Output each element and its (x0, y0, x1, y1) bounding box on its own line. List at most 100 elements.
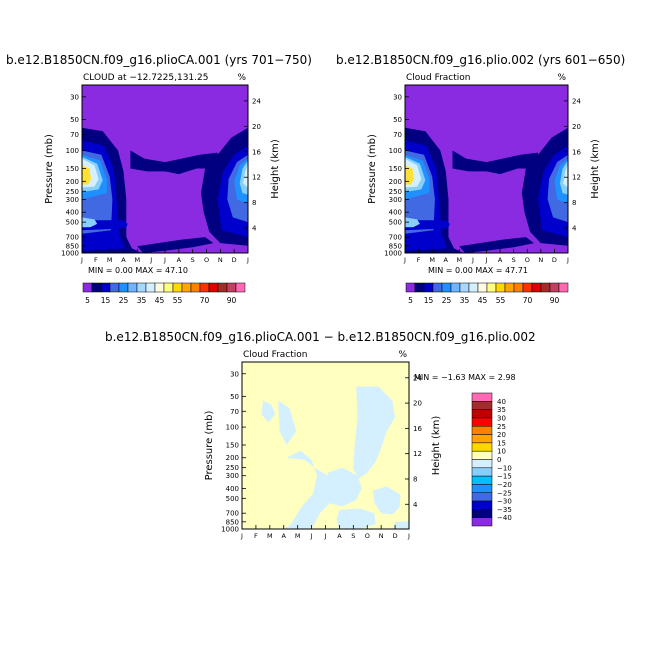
panel-title: b.e12.B1850CN.f09_g16.plioCA.001 − b.e12… (105, 330, 536, 344)
colorbar-label: 5 (408, 296, 413, 305)
colorbar-swatch (471, 509, 493, 518)
colorbar-swatch (471, 409, 493, 419)
colorbar-swatch (82, 282, 93, 293)
colorbar-swatch (471, 426, 493, 435)
pressure-tick-label: 30 (230, 370, 239, 378)
colorbar-swatch (136, 282, 147, 293)
month-tick-label: J (246, 256, 249, 264)
colorbar-label: 15 (497, 439, 506, 447)
colorbar-swatch (118, 282, 129, 293)
contour-fill (239, 160, 248, 195)
pressure-tick-label: 70 (70, 131, 79, 139)
colorbar-swatch (471, 517, 493, 527)
colorbar-label: 45 (155, 296, 165, 305)
height-tick-label: 20 (572, 123, 581, 131)
panel-1-field (82, 85, 248, 253)
month-tick-label: J (403, 256, 406, 264)
colorbar-label: −30 (497, 498, 512, 506)
month-tick-label: F (417, 256, 421, 264)
colorbar-label: 55 (173, 296, 183, 305)
colorbar-swatch (558, 282, 569, 293)
colorbar-swatch (471, 450, 493, 460)
month-tick-label: F (94, 256, 98, 264)
month-tick-label: M (135, 256, 141, 264)
colorbar-swatch (471, 492, 493, 502)
month-tick-label: J (324, 532, 327, 540)
colorbar-label: 70 (523, 296, 533, 305)
contour-fill (278, 400, 297, 445)
pressure-axis-label: Pressure (mb) (204, 411, 215, 481)
min-max-stats: MIN = 0.00 MAX = 47.10 (88, 266, 188, 275)
height-axis-label: Height (km) (270, 139, 281, 199)
colorbar-label: 25 (442, 296, 452, 305)
month-tick-label: O (525, 256, 530, 264)
pressure-tick-label: 70 (230, 408, 239, 416)
pressure-tick-label: 200 (66, 178, 79, 186)
colorbar-label: 90 (550, 296, 560, 305)
pressure-tick-label: 700 (389, 234, 402, 242)
month-tick-label: J (310, 532, 313, 540)
colorbar-swatch (181, 282, 192, 293)
panel-3-axes: 3050701001502002503004005007008501000242… (105, 330, 536, 540)
month-tick-label: N (538, 256, 543, 264)
pressure-tick-label: 400 (389, 209, 402, 217)
colorbar-swatch (432, 282, 443, 293)
colorbar-swatch (471, 500, 493, 510)
month-tick-label: A (444, 256, 449, 264)
colorbar-label: 90 (227, 296, 237, 305)
pressure-tick-label: 300 (226, 472, 239, 480)
pressure-tick-label: 700 (226, 510, 239, 518)
colorbar-swatch (163, 282, 174, 293)
height-tick-label: 12 (572, 174, 581, 182)
month-tick-label: J (240, 532, 243, 540)
contour-fill (559, 160, 568, 195)
month-tick-label: J (485, 256, 488, 264)
month-tick-label: O (204, 256, 209, 264)
colorbar-swatch (471, 392, 493, 402)
colorbar-label: 70 (200, 296, 210, 305)
pressure-tick-label: 70 (393, 131, 402, 139)
colorbar-swatch (471, 459, 493, 469)
colorbar-swatch (441, 282, 452, 293)
panel-1-colorbar: 5 15 25 35 45 55 70 90 (82, 282, 246, 305)
contour-fill (405, 217, 420, 228)
pressure-tick-label: 250 (226, 464, 239, 472)
contour-fill (137, 237, 214, 253)
colorbar-swatch (471, 467, 493, 477)
pressure-tick-label: 500 (66, 219, 79, 227)
colorbar-label: −10 (497, 464, 512, 472)
contour-fill (393, 521, 409, 529)
panel-subtitle: CLOUD at −12.7225,131.25 (83, 73, 208, 83)
month-tick-label: N (379, 532, 384, 540)
units-label: % (557, 73, 566, 83)
colorbar-label: 30 (497, 414, 506, 422)
height-tick-label: 16 (413, 425, 422, 433)
month-tick-label: M (107, 256, 113, 264)
colorbar-swatch (477, 282, 488, 293)
colorbar-swatch (471, 484, 493, 493)
pressure-tick-label: 1000 (384, 250, 402, 258)
month-tick-label: A (177, 256, 182, 264)
colorbar-label: 55 (496, 296, 506, 305)
colorbar-swatch (414, 282, 425, 293)
contour-fill (563, 163, 568, 188)
height-tick-label: 4 (413, 501, 418, 509)
contour-fill (336, 508, 376, 529)
month-tick-label: S (351, 532, 355, 540)
pressure-tick-label: 1000 (221, 526, 239, 534)
colorbar-swatch (468, 282, 479, 293)
colorbar-swatch (199, 282, 210, 293)
contour-fill (130, 150, 218, 175)
panel-subtitle: Cloud Fraction (406, 73, 471, 83)
pressure-tick-label: 400 (226, 485, 239, 493)
colorbar-swatch (471, 442, 493, 452)
month-tick-label: A (498, 256, 503, 264)
pressure-axis-label: Pressure (mb) (367, 134, 378, 204)
contour-fill (353, 386, 396, 479)
height-tick-label: 24 (252, 97, 261, 105)
colorbar-label: −20 (497, 481, 512, 489)
colorbar-label: 45 (478, 296, 488, 305)
contour-fill (372, 486, 401, 515)
